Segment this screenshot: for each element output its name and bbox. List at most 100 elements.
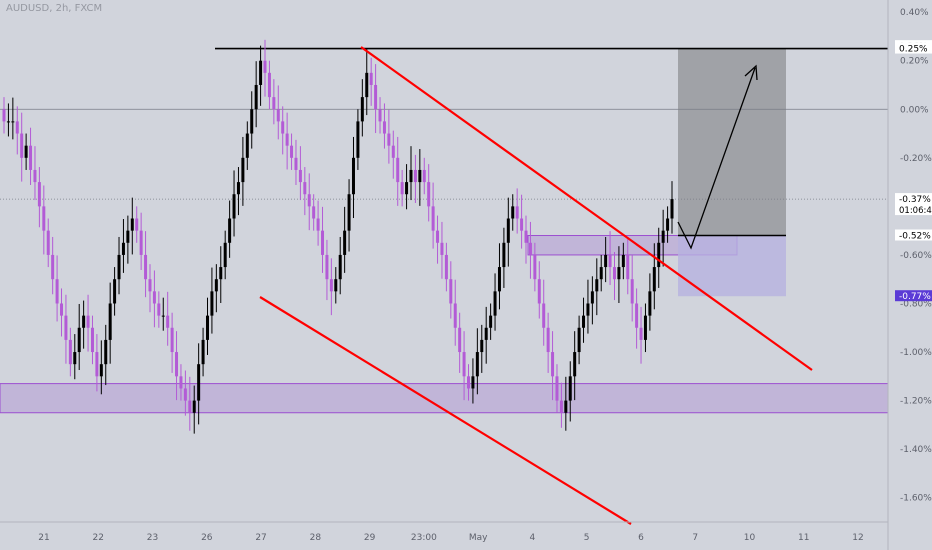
candle-body [68,339,72,365]
candle-body [179,376,183,389]
x-tick-label: 23 [147,533,158,543]
candle-body [135,218,139,231]
candle-body [497,267,501,292]
y-tick-label: -0.60% [900,251,932,261]
projection-arrow-head [744,64,758,81]
candle-body [303,182,307,195]
candle-body [599,267,603,280]
y-tick-label: -1.60% [900,494,932,504]
candle-body [635,303,639,328]
candle-body [95,352,99,377]
x-tick-label: 29 [364,533,376,543]
candle-body [347,194,351,231]
candle-body [440,242,444,255]
candle-body [471,376,475,389]
y-tick-label: 0.40% [900,8,929,18]
candle-body [462,352,466,377]
candle-body [192,400,196,413]
x-tick-label: 21 [38,533,49,543]
x-tick-label: 23:00 [411,533,437,543]
projection-arrow [677,67,756,250]
candle-body [338,254,342,280]
candle-body [325,254,329,280]
price-label-box [895,290,932,302]
y-tick-label: -1.00% [900,348,932,358]
x-tick-label: May [469,533,488,543]
candle-body [542,303,546,328]
candle-body [356,121,360,158]
candle-body [449,279,453,304]
candle-body [546,327,550,353]
candle-body [321,230,325,255]
candle-body [144,254,148,280]
candle-body [400,182,404,195]
candle-body [489,315,493,328]
candle-body [24,145,28,158]
candle-body [528,242,532,255]
candle-body [436,230,440,243]
candle-body [329,279,333,292]
candle-body [378,109,382,122]
trade-stop-box [678,235,786,297]
candle-body [374,84,378,110]
candle-body [285,133,289,146]
y-tick-label: -0.80% [900,299,932,309]
candle-body [307,194,311,207]
candle-body [51,254,55,280]
candle-body [232,194,236,219]
candle-body [422,169,426,183]
candle-body [657,242,661,268]
candle-body [188,400,192,413]
candle-body [666,218,670,231]
y-tick-label: -0.20% [900,154,932,164]
candle-body [157,303,161,316]
candle-body [82,315,86,328]
price-label: -0.37% [899,195,931,205]
candle-body [272,97,276,110]
candle-body [467,376,471,389]
candle-body [29,145,33,170]
candle-body [197,364,201,401]
price-label-box [895,229,932,241]
candle-body [64,315,68,340]
candle-body [639,327,643,340]
candle-body [582,315,586,328]
candle-body [360,97,364,122]
x-tick-label: 12 [852,533,863,543]
candle-body [73,352,77,365]
x-tick-label: 26 [201,533,213,543]
candle-body [595,279,599,292]
candle-body [86,315,90,328]
candle-body [254,84,258,110]
candle-body [170,327,174,353]
candle-body [121,242,125,255]
candle-body [281,121,285,134]
candle-body [559,400,563,413]
trade-target-box [678,48,786,236]
x-tick-label: 27 [255,533,266,543]
candle-body [551,352,555,377]
candle-body [537,279,541,304]
candle-body [617,267,621,280]
candle-body [228,218,232,243]
candle-body [590,291,594,304]
candle-body [113,279,117,304]
candle-body [604,254,608,268]
candle-body [444,254,448,280]
candle-body [453,303,457,328]
candle-body [117,254,121,280]
candle-body [259,60,263,85]
candle-body [236,182,240,195]
candle-body [382,121,386,134]
candle-body [267,72,271,98]
candle-body [520,218,524,231]
candle-body [77,327,81,353]
countdown-label: 01:06:47 [899,206,932,216]
x-tick-label: 22 [93,533,104,543]
candle-body [431,206,435,231]
candle-body [670,199,674,219]
x-tick-label: 11 [798,533,809,543]
candle-body [343,230,347,255]
